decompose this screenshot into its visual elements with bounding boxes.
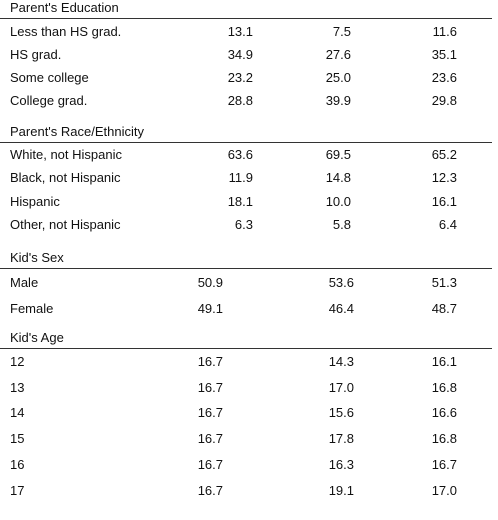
cell-value: 14.3 <box>328 354 354 369</box>
cell-value: 63.6 <box>227 147 253 162</box>
cell-value: 46.4 <box>328 301 354 316</box>
cell-value: 53.6 <box>328 275 354 290</box>
cell-value: 65.2 <box>431 147 457 162</box>
row-label: Other, not Hispanic <box>10 217 121 232</box>
cell-value: 16.7 <box>197 483 223 498</box>
cell-value: 25.0 <box>325 70 351 85</box>
table-row: 14 16.7 15.6 16.6 <box>0 405 498 425</box>
row-label: Less than HS grad. <box>10 24 122 39</box>
row-label: Some college <box>10 70 89 85</box>
cell-value: 19.1 <box>328 483 354 498</box>
table-row: Black, not Hispanic 11.9 14.8 12.3 <box>0 170 498 190</box>
cell-value: 16.7 <box>197 405 223 420</box>
cell-value: 17.0 <box>431 483 457 498</box>
cell-value: 14.8 <box>325 170 351 185</box>
cell-value: 23.2 <box>227 70 253 85</box>
cell-value: 10.0 <box>325 194 351 209</box>
row-label: College grad. <box>10 93 88 108</box>
cell-value: 16.1 <box>431 194 457 209</box>
cell-value: 29.8 <box>431 93 457 108</box>
section-divider <box>0 142 492 143</box>
row-label: 12 <box>10 354 25 369</box>
cell-value: 16.7 <box>197 457 223 472</box>
cell-value: 13.1 <box>227 24 253 39</box>
cell-value: 39.9 <box>325 93 351 108</box>
row-label: 13 <box>10 380 25 395</box>
table-row: Hispanic 18.1 10.0 16.1 <box>0 194 498 214</box>
cell-value: 34.9 <box>227 47 253 62</box>
section-title-kid-age: Kid's Age <box>10 330 64 345</box>
cell-value: 7.5 <box>332 24 351 39</box>
cell-value: 49.1 <box>197 301 223 316</box>
cell-value: 18.1 <box>227 194 253 209</box>
cell-value: 6.3 <box>234 217 253 232</box>
table-row: College grad. 28.8 39.9 29.8 <box>0 93 498 113</box>
row-label: HS grad. <box>10 47 62 62</box>
cell-value: 50.9 <box>197 275 223 290</box>
table-row: 17 16.7 19.1 17.0 <box>0 483 498 503</box>
cell-value: 11.6 <box>432 24 457 39</box>
row-label: 16 <box>10 457 25 472</box>
cell-value: 28.8 <box>227 93 253 108</box>
section-title-parent-education: Parent's Education <box>10 0 119 15</box>
cell-value: 6.4 <box>438 217 457 232</box>
table-row: 15 16.7 17.8 16.8 <box>0 431 498 451</box>
row-label: Hispanic <box>10 194 60 209</box>
cell-value: 16.8 <box>431 380 457 395</box>
table-row: 13 16.7 17.0 16.8 <box>0 380 498 400</box>
cell-value: 35.1 <box>431 47 457 62</box>
cell-value: 11.9 <box>228 170 253 185</box>
table-row: HS grad. 34.9 27.6 35.1 <box>0 47 498 67</box>
cell-value: 17.8 <box>328 431 354 446</box>
row-label: Male <box>10 275 39 290</box>
cell-value: 16.3 <box>328 457 354 472</box>
row-label: Black, not Hispanic <box>10 170 121 185</box>
table-row: 12 16.7 14.3 16.1 <box>0 354 498 374</box>
table-row: Less than HS grad. 13.1 7.5 11.6 <box>0 24 498 44</box>
section-title-parent-race: Parent's Race/Ethnicity <box>10 124 144 139</box>
cell-value: 5.8 <box>332 217 351 232</box>
cell-value: 17.0 <box>328 380 354 395</box>
table-row: Male 50.9 53.6 51.3 <box>0 275 498 295</box>
cell-value: 15.6 <box>328 405 354 420</box>
cell-value: 16.7 <box>197 354 223 369</box>
row-label: White, not Hispanic <box>10 147 122 162</box>
cell-value: 16.8 <box>431 431 457 446</box>
cell-value: 23.6 <box>431 70 457 85</box>
cell-value: 16.1 <box>431 354 457 369</box>
table-row: Other, not Hispanic 6.3 5.8 6.4 <box>0 217 498 237</box>
table-row: White, not Hispanic 63.6 69.5 65.2 <box>0 147 498 167</box>
table-row: Some college 23.2 25.0 23.6 <box>0 70 498 90</box>
row-label: Female <box>10 301 54 316</box>
section-title-kid-sex: Kid's Sex <box>10 250 64 265</box>
row-label: 15 <box>10 431 25 446</box>
cell-value: 48.7 <box>431 301 457 316</box>
cell-value: 16.7 <box>431 457 457 472</box>
cell-value: 16.7 <box>197 431 223 446</box>
row-label: 14 <box>10 405 25 420</box>
section-divider <box>0 268 492 269</box>
row-label: 17 <box>10 483 25 498</box>
table-row: Female 49.1 46.4 48.7 <box>0 301 498 321</box>
section-divider <box>0 18 492 19</box>
cell-value: 69.5 <box>325 147 351 162</box>
cell-value: 12.3 <box>431 170 457 185</box>
cell-value: 16.7 <box>197 380 223 395</box>
section-divider <box>0 348 492 349</box>
cell-value: 27.6 <box>325 47 351 62</box>
cell-value: 16.6 <box>431 405 457 420</box>
table-row: 16 16.7 16.3 16.7 <box>0 457 498 477</box>
cell-value: 51.3 <box>431 275 457 290</box>
